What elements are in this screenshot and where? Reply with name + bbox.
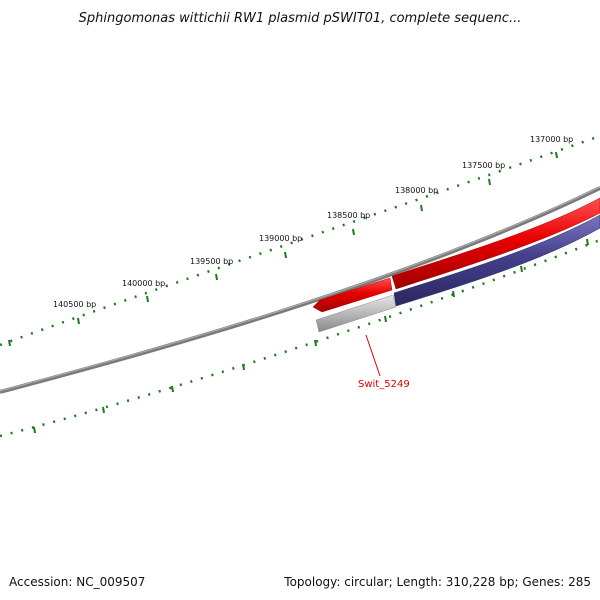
tick-label: 138500 bp: [327, 211, 370, 220]
major-tick: [352, 228, 355, 236]
backbone-arc: [0, 186, 600, 394]
major-tick: [171, 385, 174, 393]
forward-gene[interactable]: [312, 197, 600, 313]
major-tick: [520, 265, 523, 273]
major-tick: [77, 317, 80, 325]
sequence-summary: Topology: circular; Length: 310,228 bp; …: [284, 575, 591, 589]
tick-label: 139500 bp: [190, 257, 233, 266]
tick-label: 137000 bp: [530, 135, 573, 144]
major-tick: [384, 315, 387, 323]
major-tick: [102, 406, 105, 414]
highlighted-gene-swit-5249[interactable]: [315, 294, 397, 333]
major-tick: [242, 363, 245, 371]
major-tick: [452, 290, 455, 298]
major-tick: [8, 339, 11, 347]
tick-label: 137500 bp: [462, 161, 505, 170]
gene-label-leader: [365, 334, 381, 377]
map-title: Sphingomonas wittichii RW1 plasmid pSWIT…: [78, 11, 522, 26]
tick-label: 140500 bp: [53, 300, 96, 309]
tick-labels: 137000 bp 137500 bp 138000 bp 138500 bp …: [53, 135, 573, 309]
major-tick: [420, 204, 423, 212]
major-tick: [555, 151, 558, 159]
reverse-gene[interactable]: [393, 214, 600, 307]
tick-label: 138000 bp: [395, 186, 438, 195]
major-tick: [284, 251, 287, 259]
inner-tick-ring: [0, 238, 600, 438]
outer-tick-ring: [0, 134, 600, 347]
major-tick: [488, 178, 491, 186]
tick-label: 139000 bp: [259, 234, 302, 243]
gene-label[interactable]: Swit_5249: [358, 379, 410, 390]
tick-label: 140000 bp: [122, 279, 165, 288]
major-tick: [314, 339, 317, 347]
major-tick: [33, 426, 36, 434]
major-tick: [146, 295, 149, 303]
major-tick: [215, 273, 218, 281]
major-tick: [586, 238, 589, 246]
accession-text: Accession: NC_009507: [9, 575, 146, 589]
